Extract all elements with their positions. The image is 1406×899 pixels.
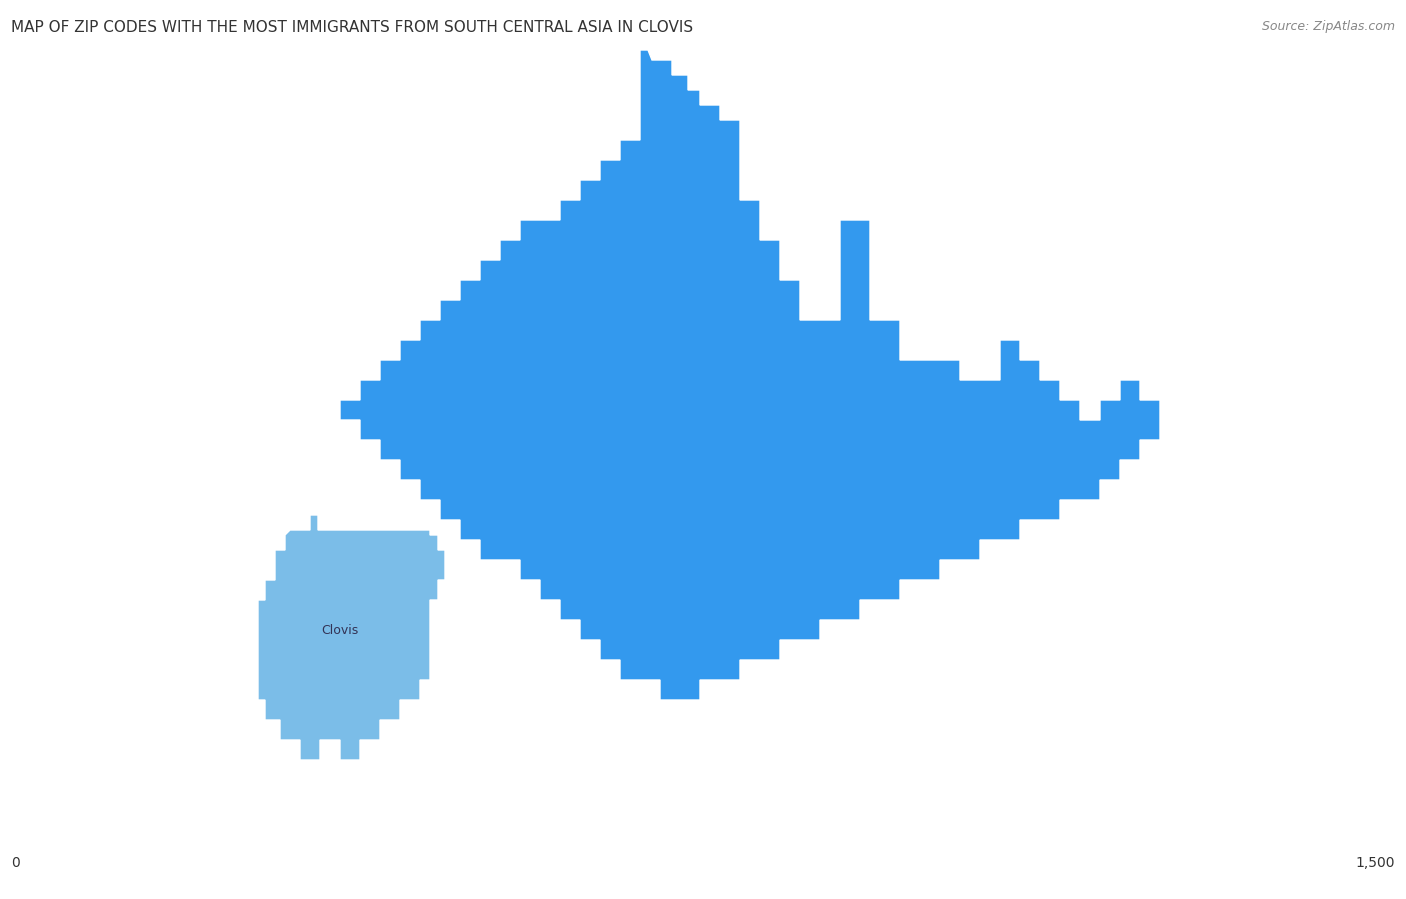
Text: Clovis: Clovis xyxy=(322,624,359,636)
Text: Source: ZipAtlas.com: Source: ZipAtlas.com xyxy=(1261,20,1395,32)
Polygon shape xyxy=(257,515,446,760)
Text: 0: 0 xyxy=(11,856,20,870)
Text: MAP OF ZIP CODES WITH THE MOST IMMIGRANTS FROM SOUTH CENTRAL ASIA IN CLOVIS: MAP OF ZIP CODES WITH THE MOST IMMIGRANT… xyxy=(11,20,693,35)
Polygon shape xyxy=(340,50,1160,700)
Text: 1,500: 1,500 xyxy=(1355,856,1395,870)
